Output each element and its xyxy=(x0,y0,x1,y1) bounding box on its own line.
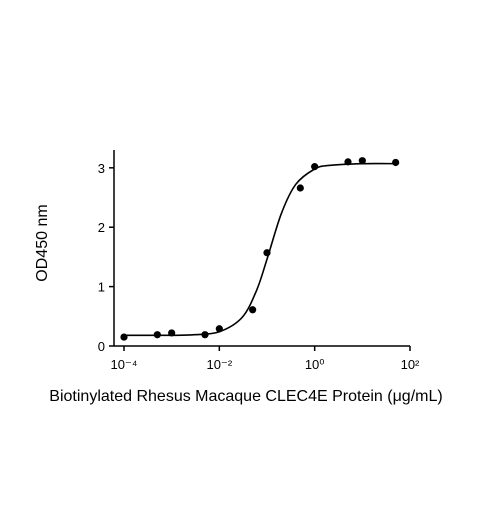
y-tick-label: 2 xyxy=(98,220,105,235)
x-tick-label: 10⁰ xyxy=(305,357,325,372)
data-point xyxy=(168,329,176,337)
y-tick-label: 1 xyxy=(98,280,105,295)
data-point xyxy=(311,163,319,171)
data-point xyxy=(120,333,128,341)
y-tick-label: 0 xyxy=(98,339,105,354)
data-point xyxy=(344,158,352,166)
data-point xyxy=(392,158,400,167)
x-axis-title: Biotinylated Rhesus Macaque CLEC4E Prote… xyxy=(49,388,442,405)
data-point xyxy=(296,184,304,192)
data-point xyxy=(201,331,209,339)
fit-curve xyxy=(123,162,396,337)
y-tick-label: 3 xyxy=(98,161,105,176)
data-point xyxy=(263,249,271,257)
data-point xyxy=(215,325,223,333)
data-point xyxy=(358,157,366,165)
data-point xyxy=(249,306,257,314)
x-tick-label: 10⁻² xyxy=(207,357,233,372)
data-point xyxy=(153,331,161,339)
x-tick-label: 10² xyxy=(401,357,420,372)
y-axis-title: OD450 nm xyxy=(34,204,51,281)
x-tick-label: 10⁻⁴ xyxy=(111,357,138,372)
